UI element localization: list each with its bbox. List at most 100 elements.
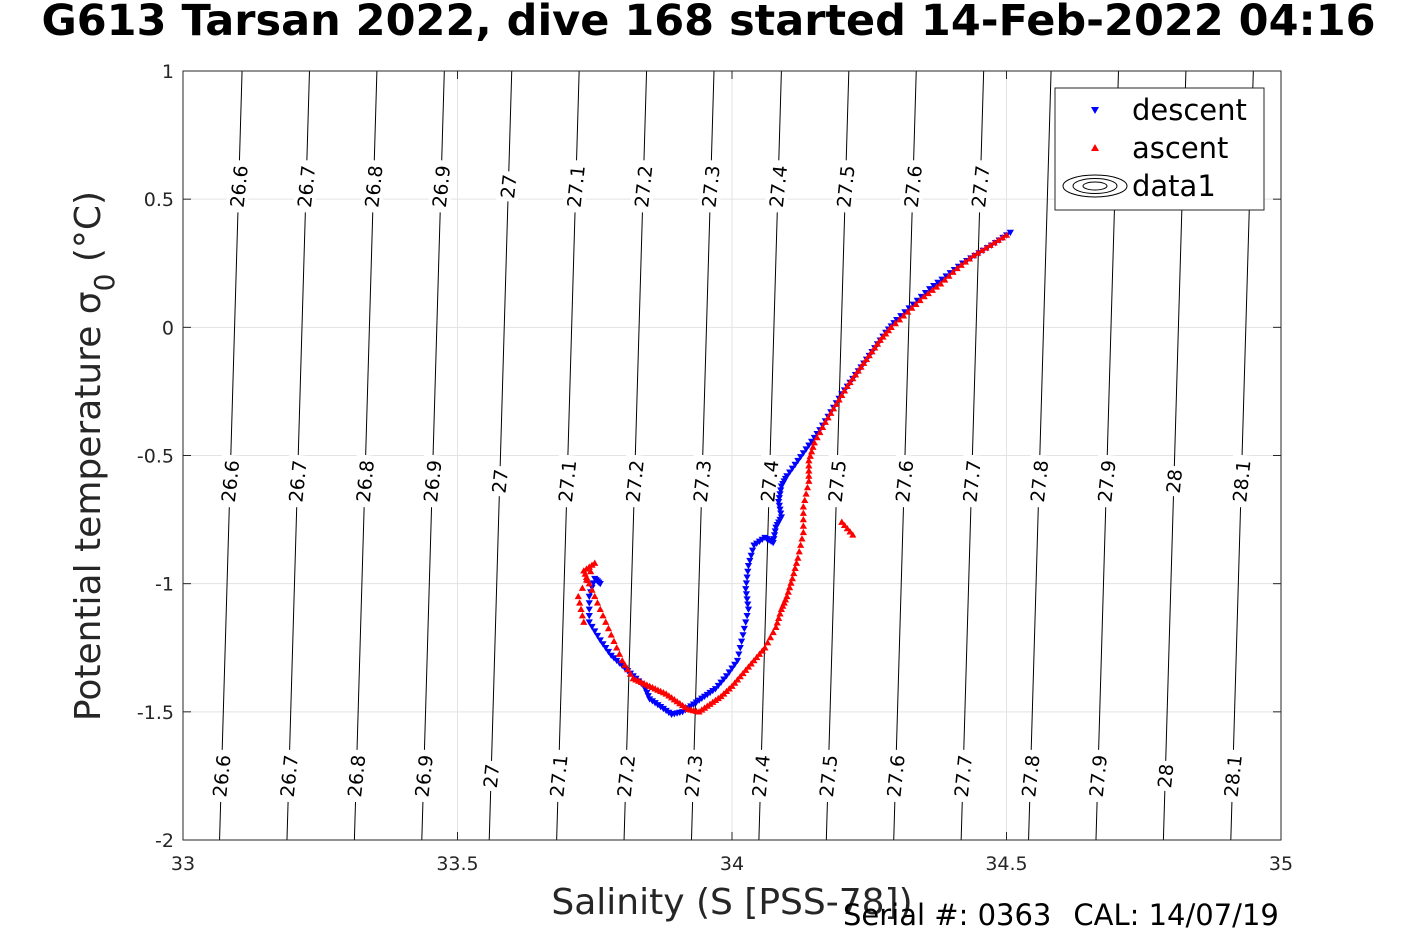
ascent-point [776, 610, 784, 617]
descent-point [596, 580, 604, 588]
descent-point [720, 676, 728, 683]
ascent-point [747, 660, 755, 667]
ascent-point [764, 639, 772, 646]
svg-text:28: 28 [1163, 468, 1187, 494]
svg-text:27.8: 27.8 [1018, 754, 1044, 798]
ascent-point [588, 586, 596, 593]
contour-label: 26.8 [351, 454, 379, 509]
svg-text:27.8: 27.8 [1027, 459, 1053, 503]
contour-label: 27.8 [1016, 748, 1045, 803]
svg-text:26.9: 26.9 [429, 164, 455, 208]
descent-point [604, 648, 613, 656]
ascent-point [805, 467, 813, 474]
contour-label: 27.2 [612, 748, 640, 803]
contour-label: 27.6 [899, 159, 927, 214]
ascent-point [912, 300, 920, 307]
ascent-point [899, 312, 908, 319]
ascent-point [744, 663, 753, 670]
descent-point [775, 498, 783, 506]
contour-label: 26.9 [427, 159, 455, 214]
contour-label: 27.4 [764, 159, 792, 214]
density-contours: 26.5 26.6 26.7 26.8 26.9 27 27.1 27.2 27.3 27.4 27… [156, 71, 1255, 840]
contour-label: 27.4 [755, 454, 784, 509]
ascent-point [769, 628, 777, 636]
svg-text:26.7: 26.7 [277, 754, 303, 798]
ascent-point [805, 462, 813, 469]
descent-point [791, 461, 799, 469]
svg-text:27.2: 27.2 [631, 164, 657, 208]
svg-text:26.5: 26.5 [156, 267, 182, 311]
ascent-point [742, 666, 750, 673]
ascent-point [982, 244, 990, 251]
descent-point [736, 645, 744, 652]
contour-label: 27.1 [544, 748, 573, 803]
ascent-point [618, 656, 626, 664]
svg-text:27.2: 27.2 [622, 459, 648, 503]
descent-point [735, 651, 743, 658]
descent-point [743, 596, 751, 603]
svg-text:27.7: 27.7 [951, 754, 977, 798]
descent-point [748, 547, 757, 554]
ascent-point [581, 570, 589, 577]
contour-label: 27.1 [553, 454, 581, 509]
ascent-point [941, 276, 949, 283]
descent-point [744, 606, 753, 613]
ascent-point [731, 679, 739, 686]
ascent-point [846, 378, 854, 386]
legend-descent-label: descent [1132, 93, 1247, 127]
ascent-point [733, 676, 742, 683]
ascent-point [736, 672, 744, 680]
ascent-point [986, 241, 994, 249]
descent-point [777, 483, 786, 490]
descent-point [585, 619, 593, 626]
descent-point [744, 601, 752, 608]
descent-point [770, 532, 779, 539]
ascent-point [865, 351, 873, 359]
svg-text:27.6: 27.6 [901, 164, 927, 208]
svg-text:27.6: 27.6 [883, 754, 909, 798]
ascent-point [802, 490, 810, 497]
svg-text:27: 27 [497, 173, 521, 199]
ascent-point [805, 477, 813, 484]
ascent-point [1002, 231, 1011, 238]
ascent-point [974, 249, 982, 256]
contour-label: 26.7 [292, 159, 320, 214]
ascent-point [895, 316, 904, 323]
ascent-point [945, 272, 953, 279]
contour-label: 26.6 [216, 454, 244, 509]
ascent-point [949, 268, 957, 275]
contour-label: 27 [478, 759, 504, 792]
descent-point [777, 487, 785, 494]
ascent-point [629, 674, 637, 682]
descent-point [599, 641, 607, 648]
svg-text:27.3: 27.3 [698, 164, 724, 208]
ascent-point [843, 524, 851, 532]
ascent-point [832, 400, 840, 407]
descent-point [747, 552, 755, 560]
contour-label: 27 [487, 465, 513, 498]
ascent-point [574, 592, 582, 600]
contour-label: 26.9 [410, 748, 438, 803]
svg-text:27.6: 27.6 [892, 459, 918, 503]
descent-point [740, 625, 748, 633]
ascent-point [750, 656, 758, 664]
descent-point [602, 645, 610, 652]
ascent-point [849, 375, 857, 382]
svg-text:27.7: 27.7 [959, 459, 985, 503]
ascent-point [829, 405, 838, 412]
svg-text:26.8: 26.8 [361, 164, 387, 208]
ascent-point [788, 574, 796, 582]
chart-title: G613 Tarsan 2022, dive 168 started 14-Fe… [41, 0, 1376, 46]
svg-text:27.3: 27.3 [681, 754, 707, 798]
ascent-point [978, 246, 986, 254]
ascent-point [580, 618, 588, 625]
descent-point [746, 557, 754, 565]
descent-point [738, 638, 746, 645]
descent-point [593, 632, 602, 640]
descent-point [585, 593, 593, 601]
ascent-point [808, 448, 816, 455]
descent-point [728, 665, 736, 672]
calibration-date: CAL: 14/07/19 [1073, 898, 1279, 932]
ascent-point [786, 583, 794, 591]
svg-text:27.5: 27.5 [833, 164, 859, 208]
